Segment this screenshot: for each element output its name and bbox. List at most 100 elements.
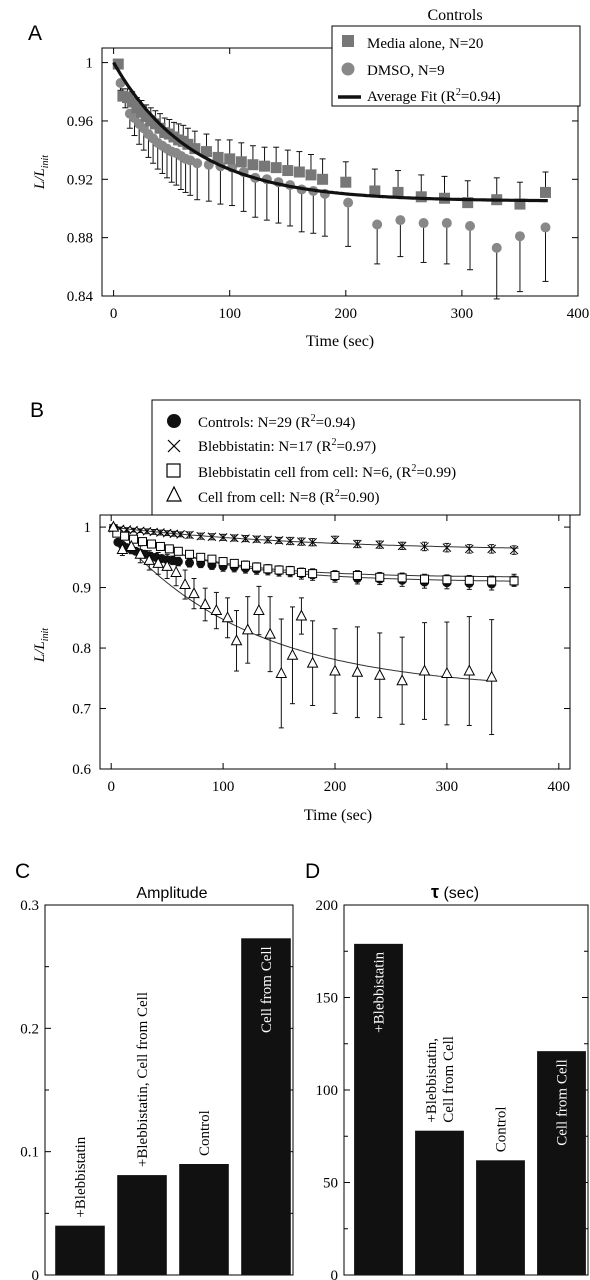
media-point bbox=[189, 143, 201, 155]
cfc-point bbox=[306, 656, 319, 668]
blebbistatin-point bbox=[375, 540, 385, 549]
bar-label: +Blebbistatin, Cell from Cell bbox=[135, 992, 151, 1167]
bar-control bbox=[476, 1160, 525, 1275]
bleb-cfc-point bbox=[285, 566, 295, 576]
blebbistatin-point bbox=[263, 535, 273, 545]
blebbistatin-point bbox=[241, 534, 250, 543]
media-point bbox=[369, 185, 381, 197]
x-tick-label: 400 bbox=[548, 779, 571, 795]
cfc-point bbox=[441, 666, 453, 678]
cfc-point bbox=[107, 520, 120, 532]
x-stroke bbox=[135, 526, 145, 536]
y-tick-label: 100 bbox=[316, 1083, 339, 1099]
bleb-cfc-point bbox=[240, 560, 250, 570]
y-tick-label: 200 bbox=[316, 898, 339, 914]
media-point bbox=[539, 186, 551, 198]
blebbistatin-point bbox=[196, 531, 206, 541]
blebbistatin-point bbox=[229, 533, 239, 543]
blebbistatin-point bbox=[176, 529, 185, 539]
legend-label-fit: Average Fit (R2=0.94) bbox=[367, 87, 501, 105]
bleb-cfc-point bbox=[173, 546, 183, 556]
dmso-point bbox=[343, 197, 354, 208]
x-tick-label: 200 bbox=[324, 779, 347, 795]
cfc-point bbox=[143, 553, 156, 565]
x-stroke bbox=[142, 526, 152, 536]
dmso-point bbox=[372, 219, 383, 230]
x-stroke bbox=[442, 543, 452, 553]
media-point bbox=[247, 159, 259, 171]
x-tick-label: 0 bbox=[110, 306, 118, 322]
blebbistatin-point bbox=[285, 536, 295, 546]
panel-d-letter: D bbox=[305, 860, 320, 883]
cfc-point bbox=[286, 648, 299, 660]
bleb-cfc-point bbox=[487, 576, 497, 586]
panel-b: 0 100 200 300 400 0.6 0.7 0.8 0.9 1 L/Linit Time … bbox=[32, 399, 581, 824]
x-stroke bbox=[397, 541, 407, 551]
bar-label: Cell from Cell bbox=[441, 1036, 457, 1123]
bleb-cfc-point bbox=[464, 575, 474, 585]
bar-label: +Blebbistatin bbox=[73, 1136, 89, 1217]
x-stroke bbox=[487, 544, 497, 554]
cfc-point bbox=[116, 542, 129, 554]
x-tick-label: 300 bbox=[436, 779, 459, 795]
panel-c-bars: +Blebbistatin +Blebbistatin, Cell from Ce… bbox=[55, 938, 291, 1275]
cfc-point bbox=[241, 623, 254, 635]
media-point bbox=[392, 186, 404, 198]
media-point bbox=[224, 153, 236, 165]
media-point bbox=[259, 160, 271, 172]
panel-d: τ (sec) 0 50 100 150 200 +Blebbistatin +Blebb… bbox=[316, 882, 589, 1280]
x-stroke bbox=[196, 531, 206, 541]
legend-filled-circle-icon bbox=[167, 414, 181, 428]
media-point bbox=[200, 146, 212, 158]
x-stroke bbox=[169, 529, 179, 539]
legend-open-triangle-icon bbox=[166, 485, 182, 502]
dmso-point bbox=[514, 231, 525, 242]
x-tick-label: 100 bbox=[218, 306, 241, 322]
panel-c-title: Amplitude bbox=[136, 885, 207, 902]
bleb-cfc-point bbox=[185, 549, 195, 559]
x-stroke bbox=[509, 545, 519, 555]
cfc-point bbox=[125, 539, 138, 551]
x-tick-label: 100 bbox=[212, 779, 235, 795]
x-stroke bbox=[285, 536, 295, 546]
cfc-point bbox=[210, 603, 223, 616]
bleb-cfc-point bbox=[207, 554, 217, 564]
x-stroke bbox=[330, 535, 340, 545]
bar-label: +Blebbistatin bbox=[372, 951, 388, 1032]
bleb-cfc-point bbox=[375, 572, 385, 582]
bleb-cfc-point bbox=[420, 574, 430, 584]
media-point bbox=[514, 198, 526, 210]
x-stroke bbox=[241, 534, 250, 543]
bar-label: Cell from Cell bbox=[259, 946, 275, 1033]
y-tick-label: 0.2 bbox=[20, 1021, 39, 1037]
x-stroke bbox=[464, 544, 474, 554]
blebbistatin-point bbox=[397, 541, 407, 551]
blebbistatin-point bbox=[162, 528, 172, 538]
x-stroke bbox=[375, 540, 385, 549]
bar-cell-from-cell bbox=[241, 938, 291, 1275]
x-tick-label: 0 bbox=[107, 779, 115, 795]
panel-a-xlabel: Time (sec) bbox=[306, 333, 374, 350]
cfc-point bbox=[134, 547, 147, 559]
media-point bbox=[212, 151, 224, 163]
x-stroke bbox=[263, 535, 273, 545]
cfc-point bbox=[179, 577, 191, 590]
y-tick-label: 150 bbox=[316, 991, 339, 1007]
cfc-point bbox=[170, 565, 182, 577]
legend-label-dmso: DMSO, N=9 bbox=[367, 63, 445, 79]
y-tick-label: 0.96 bbox=[67, 114, 94, 130]
bleb-cfc-point bbox=[442, 575, 452, 585]
bar-label: Control bbox=[197, 1110, 213, 1156]
media-point bbox=[235, 156, 247, 168]
y-tick-label: 1 bbox=[86, 56, 94, 72]
bleb-cfc-point bbox=[308, 569, 318, 579]
bleb-cfc-point bbox=[196, 552, 206, 562]
bar--blebbistatin bbox=[354, 943, 403, 1275]
x-tick-label: 200 bbox=[335, 306, 358, 322]
media-point bbox=[317, 173, 329, 185]
panel-b-ticks: 0 100 200 300 400 0.6 0.7 0.8 0.9 1 bbox=[72, 515, 570, 795]
blebbistatin-point bbox=[509, 545, 519, 555]
y-tick-label: 0 bbox=[331, 1268, 339, 1280]
panel-b-points bbox=[107, 520, 519, 686]
y-tick-label: 1 bbox=[84, 520, 92, 536]
